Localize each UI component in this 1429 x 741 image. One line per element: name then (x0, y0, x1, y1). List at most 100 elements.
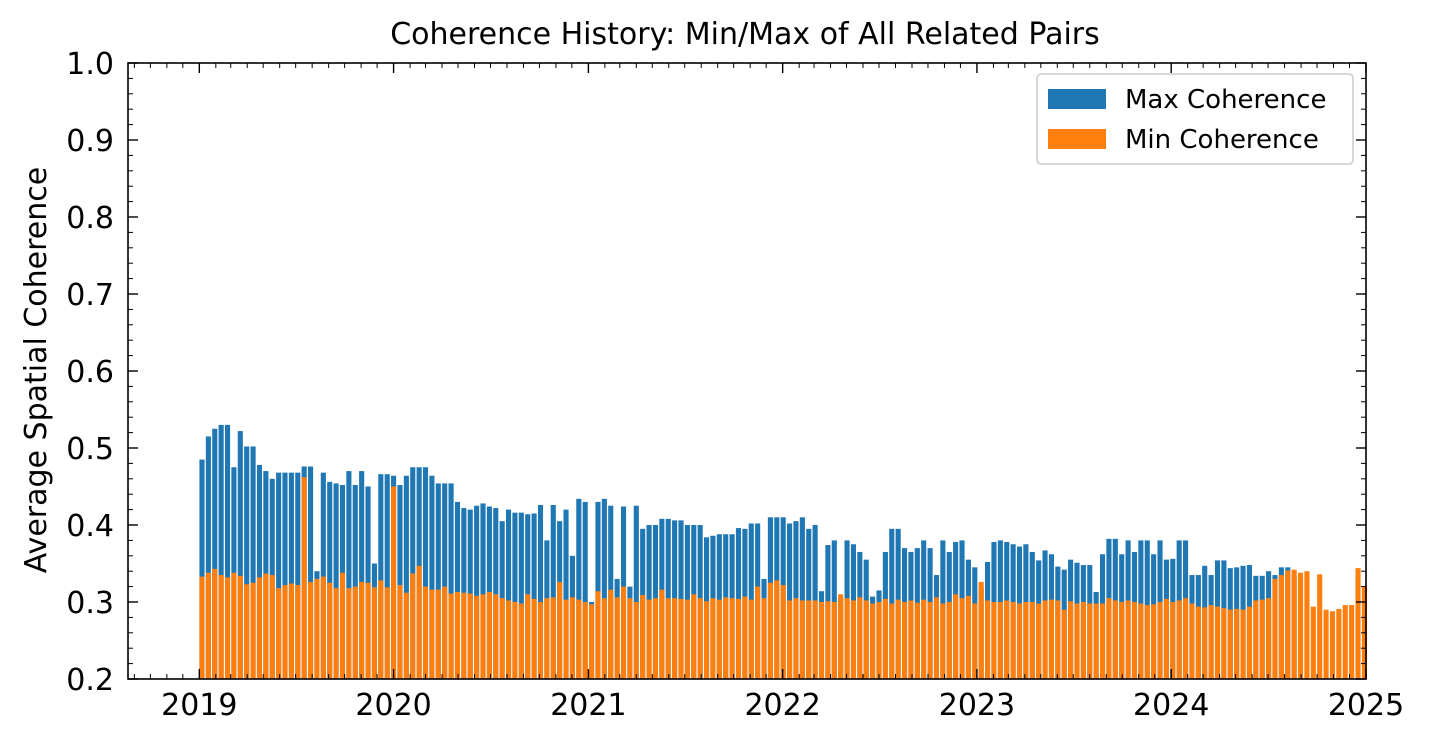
min-coherence-bar (933, 597, 940, 679)
min-coherence-bar (205, 572, 211, 679)
min-coherence-bar (391, 486, 397, 679)
min-coherence-bar (997, 602, 1003, 679)
min-coherence-bar (940, 603, 946, 679)
min-coherence-bar (895, 599, 901, 679)
min-coherence-bar (1214, 606, 1221, 679)
min-coherence-bar (953, 594, 959, 679)
min-coherence-bar (429, 589, 435, 679)
axes: 0.2 0.3 0.4 0.5 0.6 0.7 0.8 0.9 1.0 2019 2020 2021 2… (66, 47, 1404, 723)
max-coherence-bar (403, 475, 409, 679)
min-coherence-bar (831, 602, 837, 679)
max-coherence-bar (256, 464, 263, 679)
min-coherence-bar (314, 578, 320, 679)
min-coherence-bar (525, 594, 531, 679)
min-coherence-bar (499, 598, 505, 679)
min-coherence-bar (416, 565, 422, 679)
min-coherence-bar (780, 585, 786, 679)
min-coherence-bar (1093, 603, 1099, 679)
min-coherence-bar (1355, 568, 1361, 679)
min-coherence-bar (1125, 600, 1131, 679)
min-coherence-bar (889, 603, 895, 679)
max-coherence-bar (199, 459, 205, 679)
min-coherence-bar (1010, 602, 1016, 679)
min-coherence-bar (1112, 600, 1118, 679)
min-coherence-bar (474, 595, 480, 679)
min-coherence-bar (493, 594, 499, 679)
min-coherence-bar (582, 602, 588, 679)
max-coherence-bar (308, 466, 314, 679)
legend-label-max: Max Coherence (1125, 85, 1326, 115)
min-coherence-bar (486, 591, 492, 679)
min-coherence-bar (1048, 599, 1054, 679)
legend: Max Coherence Min Coherence (1036, 73, 1354, 165)
min-coherence-bar (263, 573, 269, 679)
min-coherence-bar (1016, 603, 1023, 679)
max-coherence-bar (435, 483, 441, 679)
min-coherence-bar (295, 585, 301, 679)
min-coherence-bar (825, 601, 831, 679)
min-coherence-bar (1278, 575, 1284, 679)
min-coherence-bar (876, 602, 882, 679)
min-coherence-bar (972, 603, 978, 679)
min-coherence-bar (333, 588, 339, 679)
min-coherence-bar (652, 598, 659, 679)
max-coherence-bar (410, 467, 416, 679)
max-coherence-bar (320, 472, 326, 679)
max-coherence-bar (422, 467, 429, 679)
min-coherence-bar (480, 594, 486, 679)
max-coherence-bar (346, 471, 352, 679)
min-coherence-bar (991, 602, 997, 679)
min-coherence-bar (569, 597, 575, 679)
max-coherence-bar (352, 484, 358, 679)
min-coherence-bar (403, 592, 409, 679)
min-coherence-bar (691, 594, 697, 679)
min-coherence-bar (224, 577, 231, 679)
min-coherence-bar (1310, 606, 1316, 679)
min-coherence-bar (537, 602, 544, 679)
min-coherence-bar (1138, 603, 1144, 679)
min-coherence-bar (237, 575, 243, 679)
max-coherence-bar (384, 474, 390, 679)
max-coherence-bar (537, 504, 544, 679)
min-coherence-bar (774, 580, 780, 679)
min-coherence-bar (576, 599, 582, 679)
min-coherence-bar (1099, 603, 1106, 679)
max-coherence-bar (595, 501, 601, 679)
min-coherence-bar (327, 582, 333, 679)
max-coherence-bar (480, 503, 486, 679)
max-coherence-bar (212, 428, 218, 679)
min-coherence-bar (748, 599, 754, 679)
min-coherence-bar (640, 595, 646, 679)
min-coherence-bar (1259, 599, 1265, 679)
min-coherence-bar (608, 589, 614, 679)
min-coherence-bar (908, 600, 914, 679)
max-coherence-bar (250, 446, 256, 679)
min-coherence-bar (563, 599, 569, 679)
min-coherence-bar (850, 600, 857, 679)
min-coherence-bar (1272, 578, 1278, 679)
min-coherence-bar (1183, 598, 1189, 679)
y-axis-label: Average Spatial Coherence (19, 167, 54, 573)
max-coherence-bar (205, 436, 211, 679)
max-coherence-bar (224, 424, 231, 679)
min-coherence-bar (1336, 608, 1342, 679)
min-coherence-bar (435, 589, 441, 679)
min-coherence-bar (672, 598, 678, 679)
min-coherence-bar (1080, 602, 1086, 679)
min-coherence-bar (595, 591, 601, 679)
max-coherence-bar (454, 501, 461, 679)
max-coherence-bar (327, 481, 333, 679)
max-coherence-bar (512, 512, 518, 679)
min-coherence-bar (320, 576, 326, 679)
max-coherence-bar (576, 498, 582, 679)
min-coherence-bar (461, 592, 467, 679)
min-coherence-bar (870, 603, 876, 679)
y-tick-label: 0.8 (66, 201, 114, 236)
max-coherence-bar (333, 483, 339, 679)
min-coherence-bar (914, 602, 920, 679)
min-coherence-bar (787, 600, 793, 679)
min-coherence-bar (818, 602, 825, 679)
min-coherence-bar (218, 575, 224, 679)
min-coherence-bar (1266, 598, 1272, 679)
min-coherence-bar (467, 593, 473, 679)
